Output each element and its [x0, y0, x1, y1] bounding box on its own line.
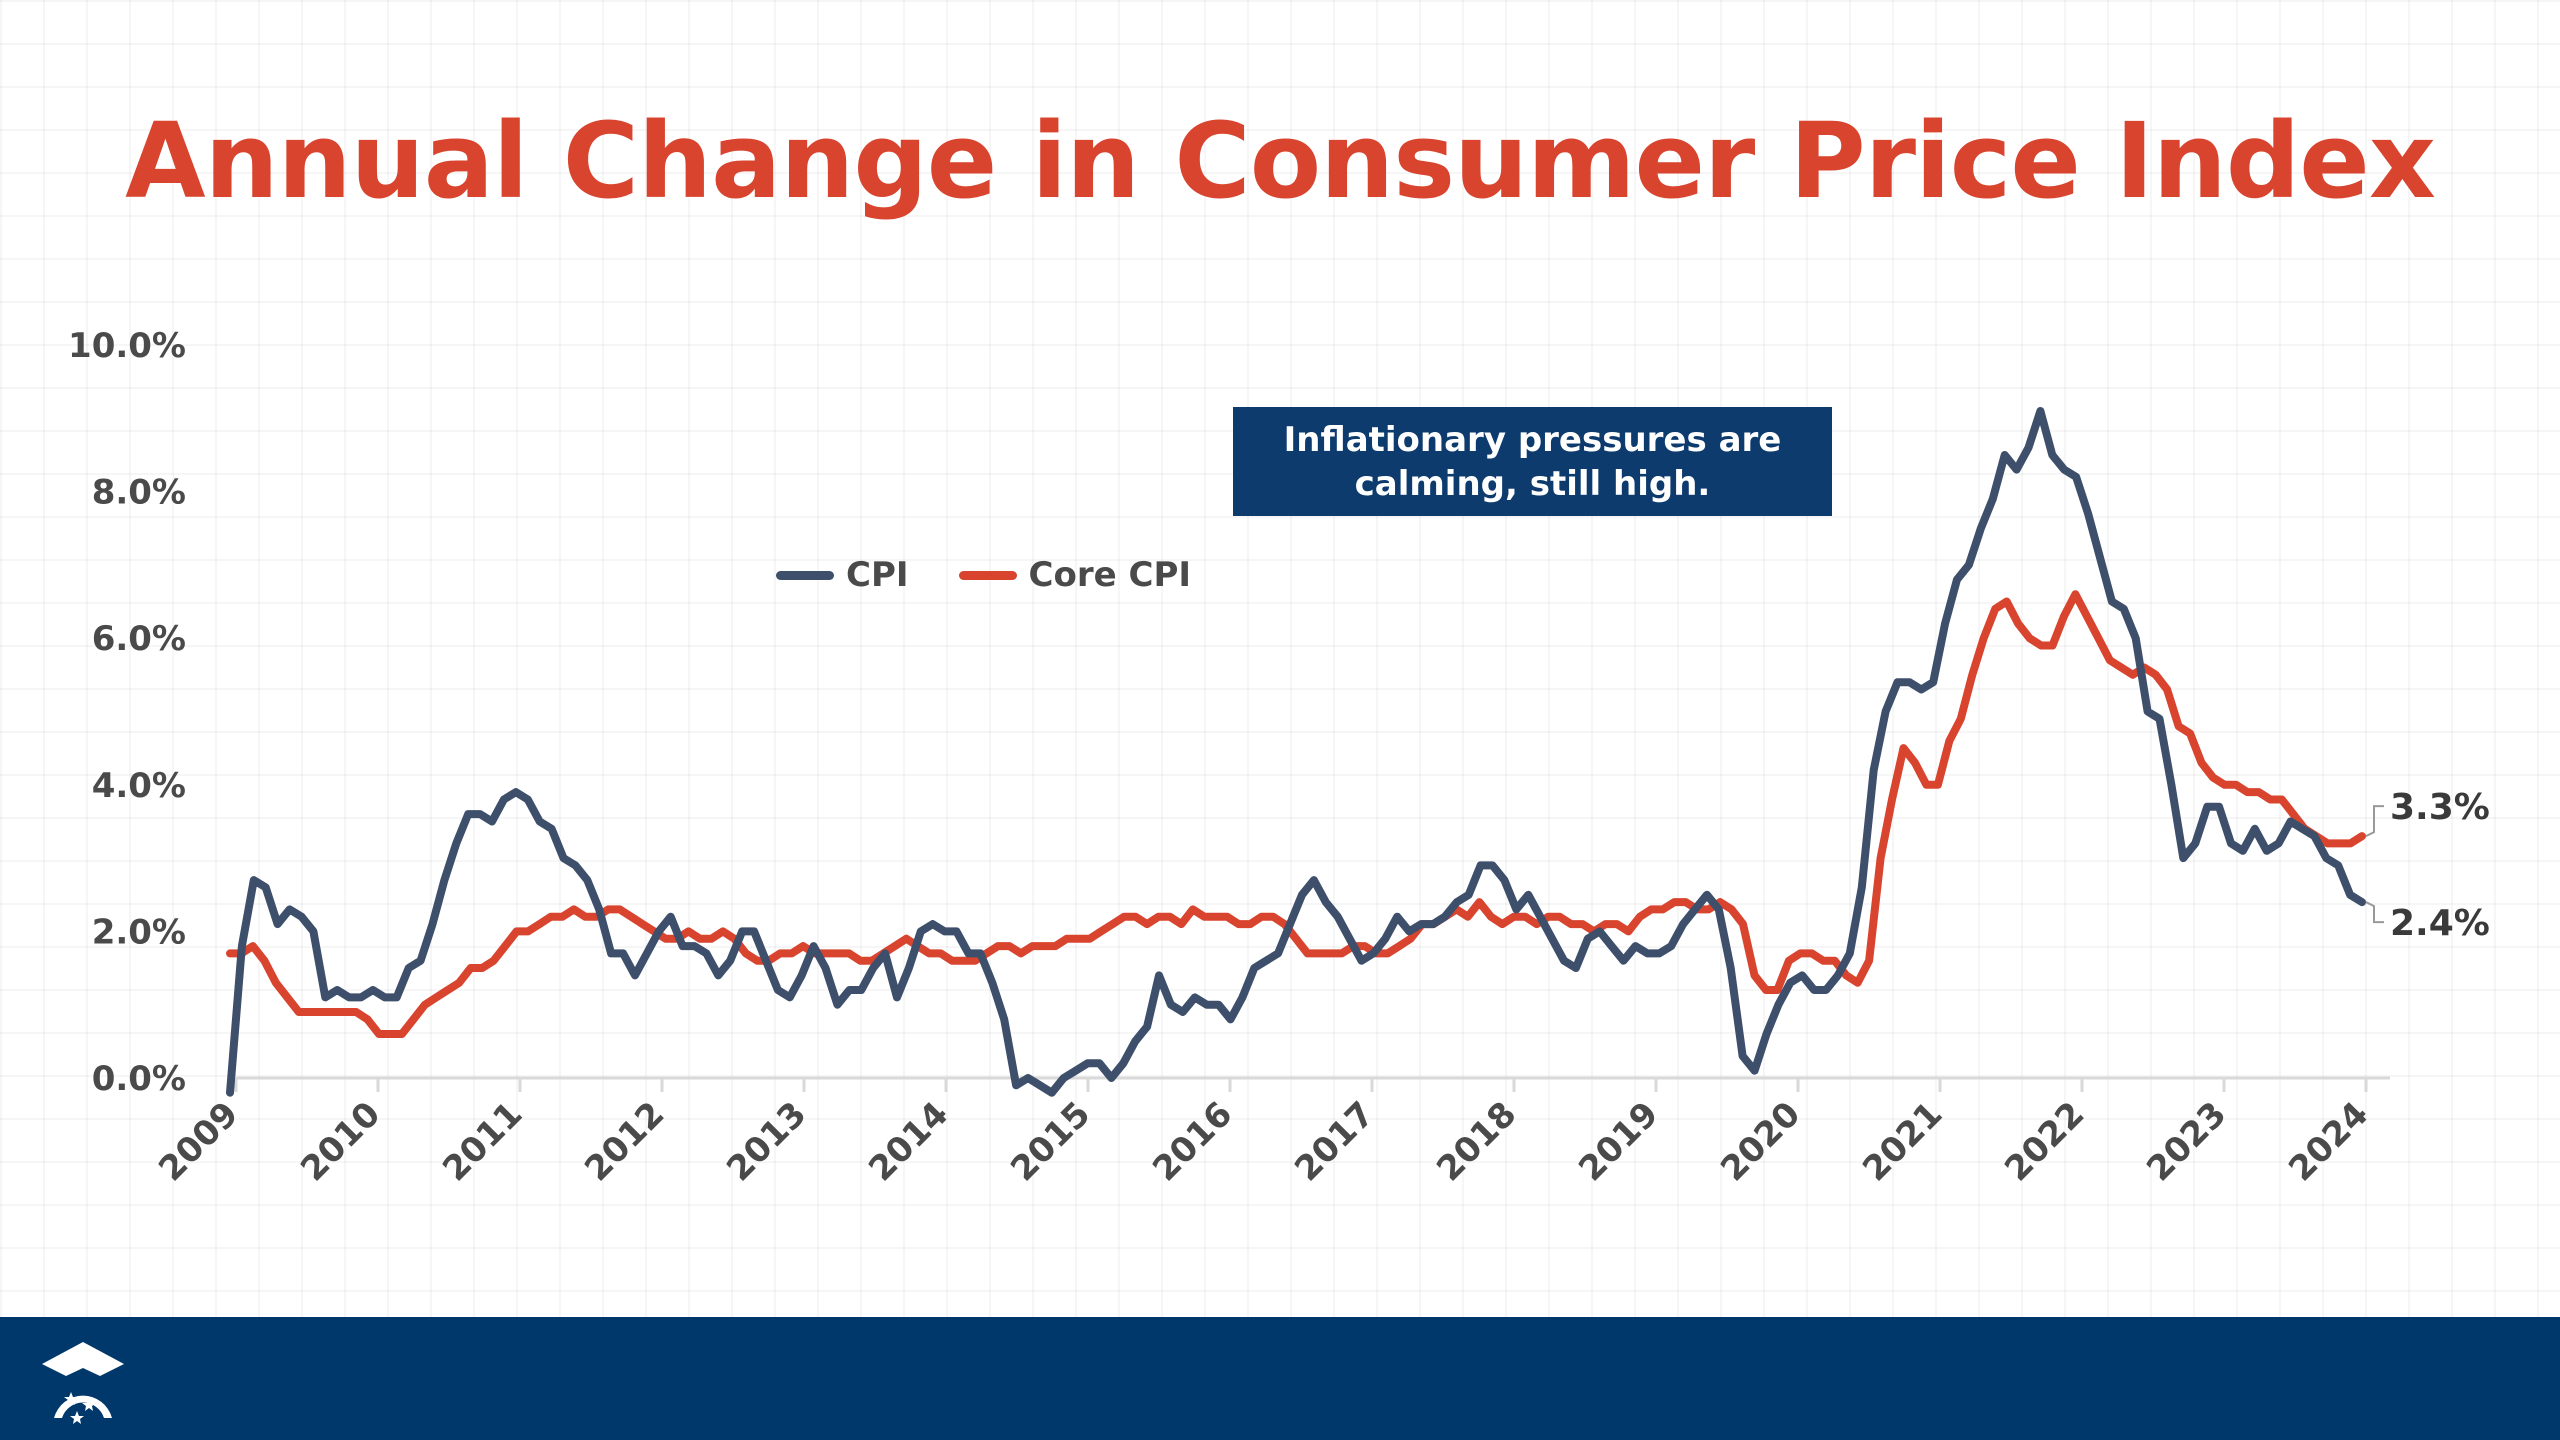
x-tick-label: 2022: [1997, 1094, 2092, 1189]
x-tick-label: 2011: [435, 1094, 530, 1189]
legend-swatch-core-cpi: [958, 570, 1017, 580]
y-tick-label: 2.0%: [92, 912, 186, 952]
legend-label-cpi: CPI: [846, 555, 909, 595]
legend-item-core-cpi: Core CPI: [958, 555, 1192, 595]
end-label-leader-core-cpi: [2365, 805, 2384, 838]
y-tick-label: 4.0%: [92, 766, 186, 806]
end-label-leader-cpi: [2365, 901, 2384, 924]
x-tick-label: 2019: [1571, 1094, 1666, 1189]
y-tick-label: 0.0%: [92, 1059, 186, 1099]
x-tick-label: 2012: [577, 1094, 672, 1189]
y-tick-label: 8.0%: [92, 473, 186, 513]
x-tick-label: 2017: [1287, 1094, 1382, 1189]
x-tick-label: 2015: [1003, 1094, 1098, 1189]
footer-bar: [0, 1317, 2560, 1440]
x-tick-label: 2018: [1429, 1094, 1524, 1189]
x-tick-label: 2016: [1145, 1094, 1240, 1189]
x-tick-label: 2021: [1855, 1094, 1950, 1189]
end-label-core-cpi: 3.3%: [2390, 787, 2490, 828]
legend: CPI Core CPI: [776, 553, 1241, 597]
y-axis: 0.0% 2.0% 4.0% 6.0% 8.0% 10.0%: [68, 326, 186, 1099]
annotation-line-1: Inflationary pressures are: [1283, 419, 1782, 460]
legend-label-core-cpi: Core CPI: [1028, 555, 1192, 595]
y-tick-label: 6.0%: [92, 619, 186, 659]
x-tick-label: 2009: [151, 1094, 246, 1189]
legend-swatch-cpi: [776, 570, 834, 580]
legend-item-cpi: CPI: [776, 555, 909, 595]
line-chart: 0.0%2.0%4.0%6.0%8.0%10.0% 2009 2010 2011 20…: [68, 326, 2490, 1189]
x-axis: 2009 2010 2011 2012 2013 2014 2015 2016 2017 2018…: [151, 1078, 2376, 1189]
series-line-core-cpi: [226, 590, 2366, 1038]
graduation-cap-stars-icon: [42, 1342, 124, 1424]
x-tick-label: 2013: [719, 1094, 814, 1189]
x-tick-label: 2010: [293, 1094, 388, 1189]
annotation-line-2: calming, still high.: [1354, 463, 1711, 504]
x-tick-label: 2024: [2281, 1094, 2376, 1189]
y-tick-label: 10.0%: [68, 326, 186, 366]
chart-title: Annual Change in Consumer Price Index: [125, 100, 2436, 222]
end-labels: 3.3% 2.4%: [2365, 787, 2490, 944]
end-label-cpi: 2.4%: [2390, 903, 2490, 944]
series-line-cpi: [226, 407, 2366, 1097]
annotation-box: Inflationary pressures are calming, stil…: [1233, 407, 1832, 516]
x-tick-label: 2014: [861, 1094, 956, 1189]
x-tick-label: 2020: [1713, 1094, 1808, 1189]
x-tick-label: 2023: [2139, 1094, 2234, 1189]
